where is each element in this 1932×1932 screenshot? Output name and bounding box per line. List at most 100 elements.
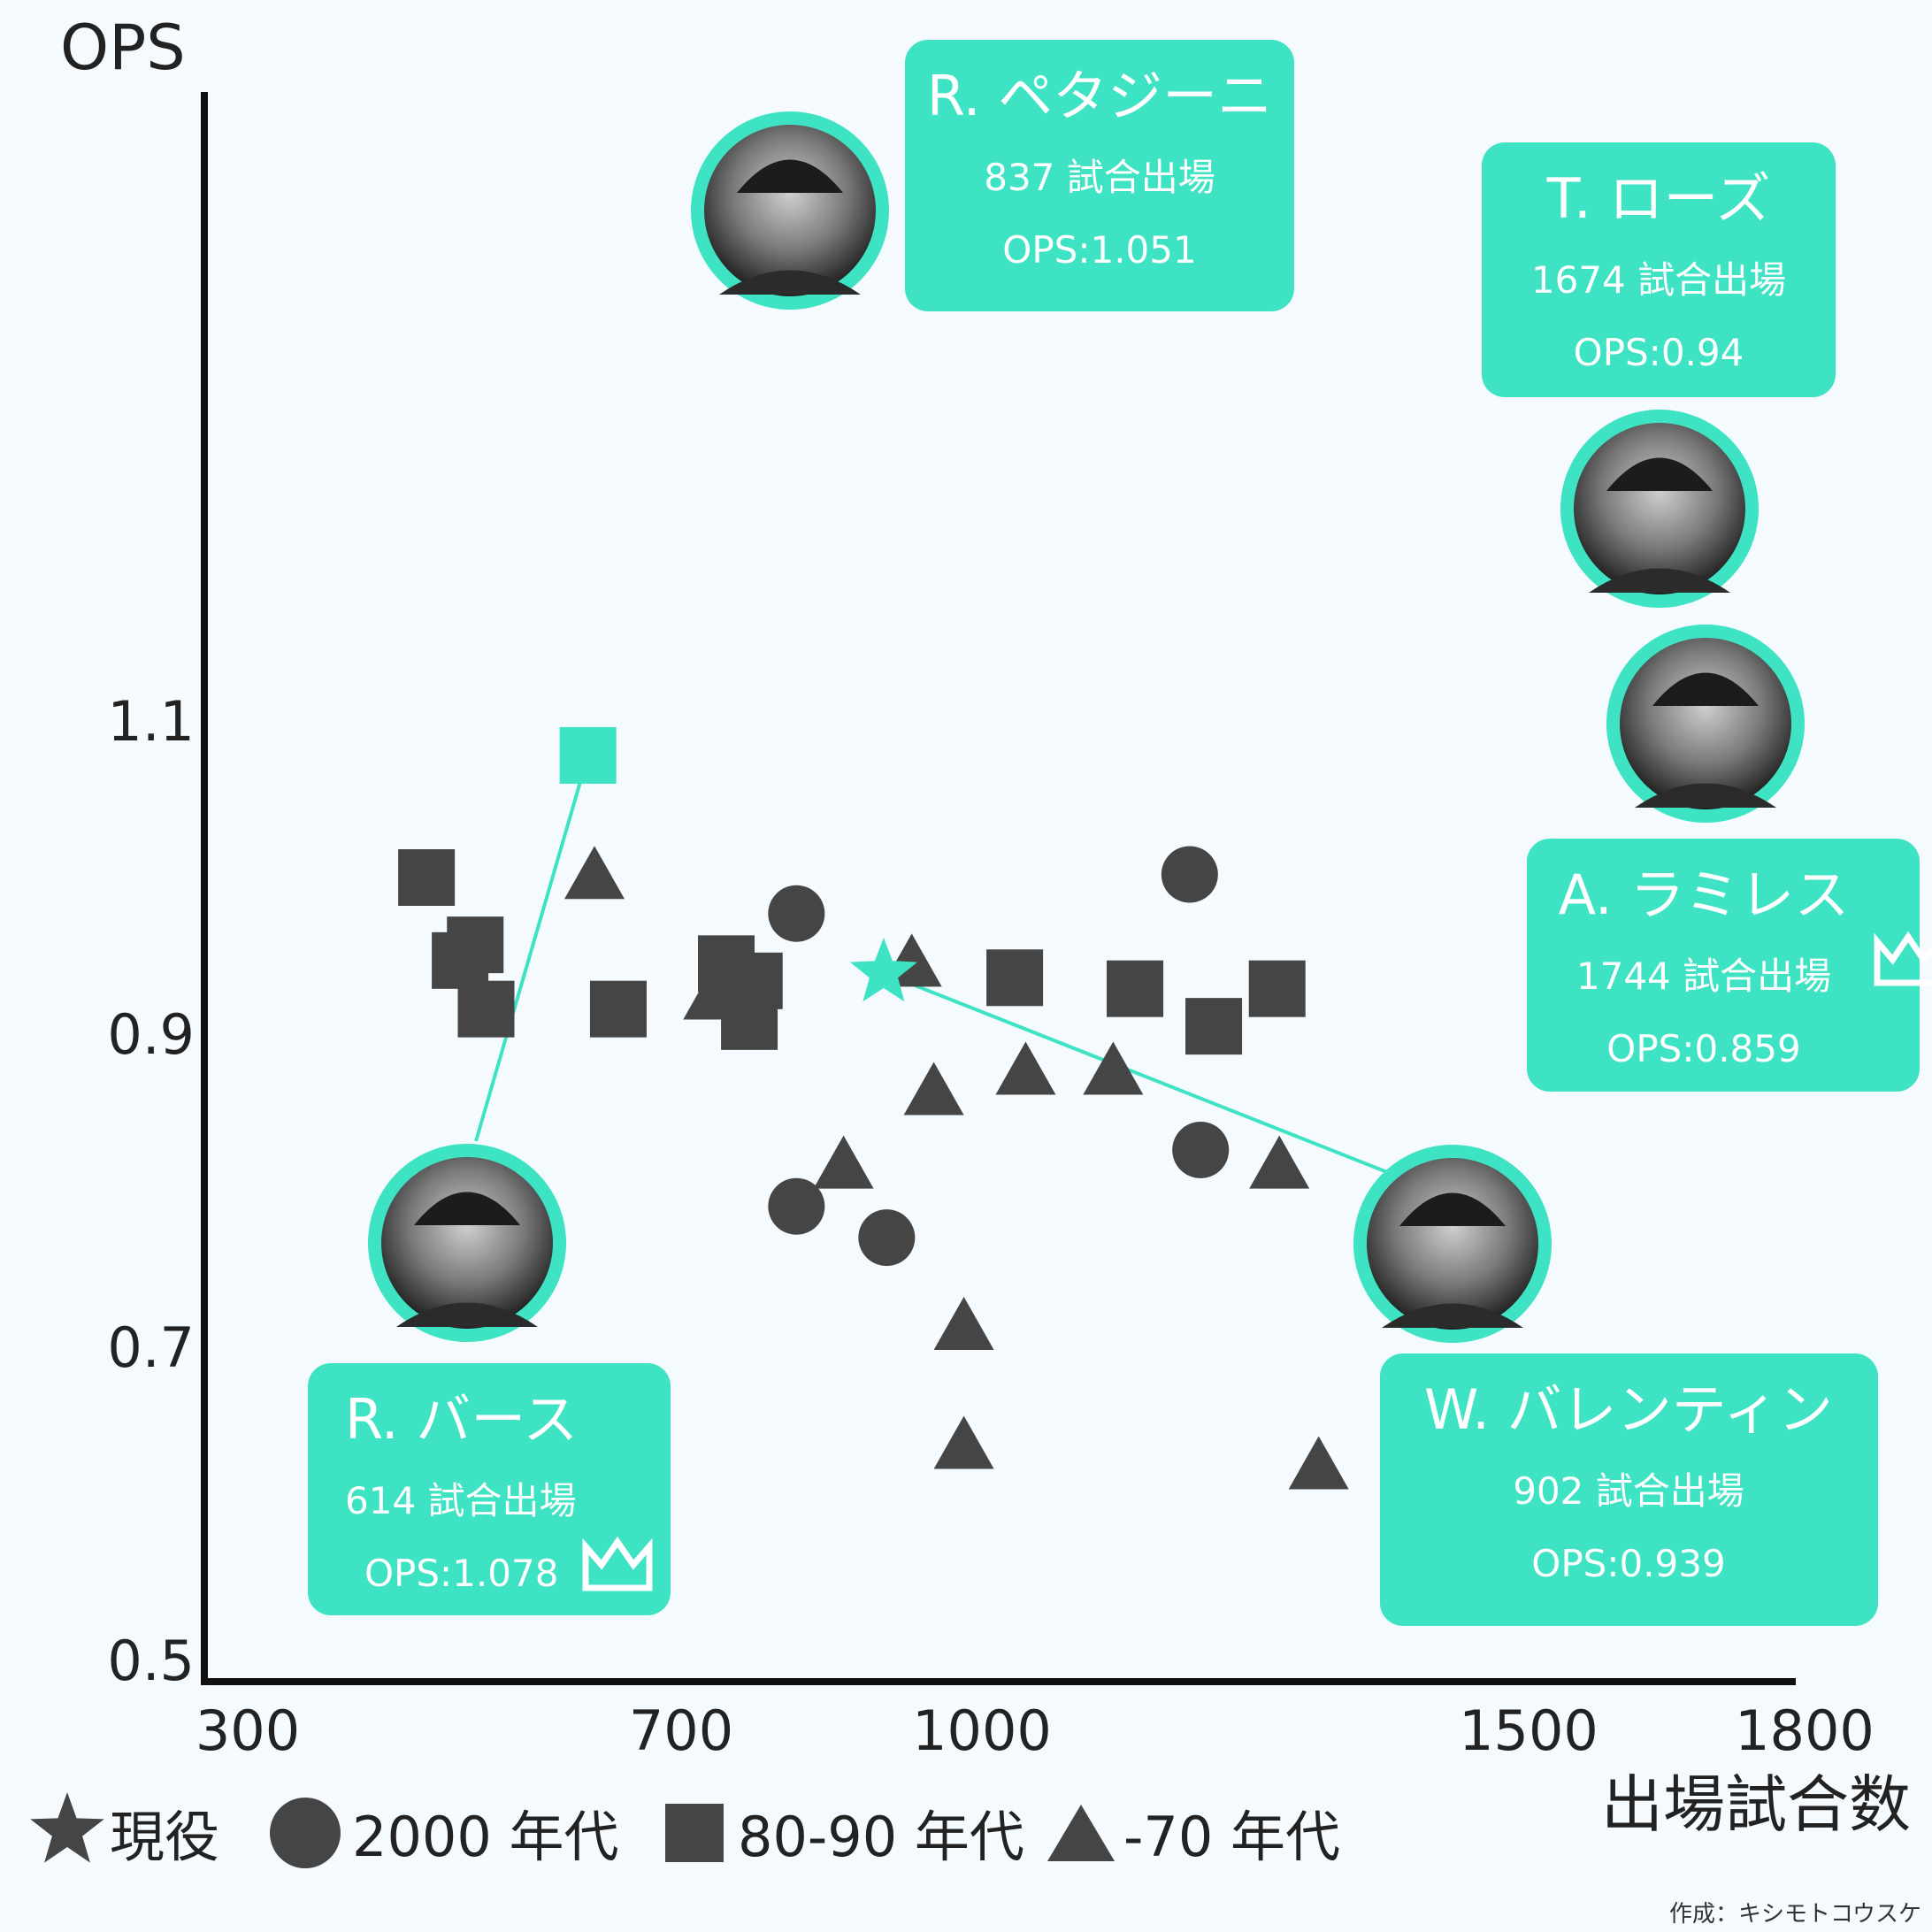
y-tick-label: 0.7 xyxy=(107,1315,195,1380)
legend-item: 2000 年代 xyxy=(270,1798,619,1869)
shoulder-shape xyxy=(1635,783,1776,808)
player-callout: T. ローズ 1674 試合出場 OPS:0.94 xyxy=(1482,142,1836,397)
highlight-star-marker xyxy=(849,938,917,1002)
photo-face xyxy=(1574,423,1745,594)
triangle-marker xyxy=(1249,1135,1310,1189)
ops-value: OPS:0.94 xyxy=(1574,331,1744,374)
player-callout: A. ラミレス 1744 試合出場 OPS:0.859 xyxy=(1527,839,1932,1092)
ops-value: OPS:1.051 xyxy=(1002,228,1196,272)
x-tick-label: 1800 xyxy=(1735,1698,1874,1763)
square-marker xyxy=(986,949,1044,1007)
cap-shape xyxy=(1399,1192,1506,1226)
x-tick-label: 300 xyxy=(196,1698,300,1763)
games-played: 614 試合出場 xyxy=(345,1479,577,1522)
circle-marker xyxy=(1161,846,1218,903)
circle-marker xyxy=(1172,1121,1230,1178)
photo-face xyxy=(704,125,876,296)
player-callout: R. ペタジーニ 837 試合出場 OPS:1.051 xyxy=(905,40,1294,311)
legend-item: 80-90 年代 xyxy=(665,1804,1024,1869)
credit-text: 作成：キシモトコウスケ xyxy=(1669,1901,1921,1928)
triangle-marker xyxy=(564,846,625,900)
games-played: 1744 試合出場 xyxy=(1576,954,1831,998)
player-photo xyxy=(1606,625,1805,823)
callout-box xyxy=(308,1363,671,1615)
star-icon xyxy=(30,1792,104,1863)
legend-label: 80-90 年代 xyxy=(738,1805,1024,1869)
games-played: 837 試合出場 xyxy=(984,156,1215,199)
cap-shape xyxy=(1606,457,1713,491)
shoulder-shape xyxy=(719,270,861,295)
player-photo xyxy=(1560,410,1759,608)
legend-label: -70 年代 xyxy=(1123,1805,1340,1869)
circle-marker xyxy=(768,1177,825,1235)
shoulder-shape xyxy=(1589,568,1730,593)
shoulder-shape xyxy=(396,1302,538,1327)
crown-icon xyxy=(1874,931,1932,986)
player-callouts: R. ペタジーニ 837 試合出場 OPS:1.051 T. ローズ 1674 試合出場… xyxy=(308,40,1932,1626)
ops-value: OPS:0.939 xyxy=(1531,1542,1725,1585)
triangle-marker xyxy=(933,1415,994,1469)
triangle-marker xyxy=(813,1135,874,1189)
triangle-marker xyxy=(1288,1436,1349,1490)
player-name: A. ラミレス xyxy=(1559,862,1850,927)
highlight-square-marker xyxy=(559,726,617,784)
games-played: 1674 試合出場 xyxy=(1531,258,1786,302)
square-marker xyxy=(1185,998,1243,1055)
legend-item: 現役 xyxy=(30,1792,219,1869)
player-photos xyxy=(368,111,1805,1343)
photo-face xyxy=(1620,638,1791,809)
callout-box xyxy=(1527,839,1920,1092)
legend: 現役 2000 年代 80-90 年代 -70 年代 xyxy=(30,1792,1340,1869)
square-marker xyxy=(1248,960,1306,1017)
callout-box xyxy=(1380,1353,1878,1626)
square-marker xyxy=(457,980,515,1038)
square-marker xyxy=(1107,960,1164,1017)
valentin-connector xyxy=(883,971,1388,1174)
player-photo xyxy=(1353,1145,1552,1343)
x-tick-label: 1000 xyxy=(912,1698,1052,1763)
x-tick-label: 700 xyxy=(629,1698,733,1763)
player-name: T. ローズ xyxy=(1546,166,1771,231)
player-name: R. バース xyxy=(345,1387,578,1452)
legend-label: 現役 xyxy=(110,1805,219,1869)
connector-lines xyxy=(474,755,1388,1174)
photo-face xyxy=(381,1157,553,1329)
player-callout: R. バース 614 試合出場 OPS:1.078 xyxy=(308,1363,671,1615)
player-photo xyxy=(368,1144,566,1342)
crown-icon xyxy=(582,1536,653,1591)
y-tick-label: 1.1 xyxy=(107,689,195,754)
cap-shape xyxy=(1652,672,1759,706)
legend-item: -70 年代 xyxy=(1047,1805,1340,1869)
circle-marker xyxy=(858,1209,916,1267)
triangle-icon xyxy=(1047,1805,1115,1861)
ops-value: OPS:0.859 xyxy=(1606,1027,1800,1070)
circle-icon xyxy=(270,1798,341,1868)
triangle-marker xyxy=(933,1296,994,1350)
games-played: 902 試合出場 xyxy=(1513,1469,1744,1513)
player-photo xyxy=(691,111,889,310)
cap-shape xyxy=(414,1192,520,1225)
cap-shape xyxy=(737,159,843,193)
triangle-marker xyxy=(1083,1041,1144,1095)
square-icon xyxy=(665,1804,724,1862)
x-tick-label: 1500 xyxy=(1459,1698,1598,1763)
x-axis-title: 出場試合数 xyxy=(1601,1768,1911,1841)
bass-connector xyxy=(474,755,590,1142)
square-marker xyxy=(398,849,456,906)
triangle-marker xyxy=(683,966,744,1020)
y-tick-label: 0.5 xyxy=(107,1629,195,1693)
player-callout: W. バレンティン 902 試合出場 OPS:0.939 xyxy=(1380,1353,1878,1626)
triangle-marker xyxy=(903,1062,964,1116)
legend-label: 2000 年代 xyxy=(352,1805,619,1869)
square-marker xyxy=(589,980,647,1038)
player-name: R. ペタジーニ xyxy=(927,64,1272,128)
callout-box xyxy=(905,40,1294,311)
y-tick-label: 0.9 xyxy=(107,1002,195,1067)
shoulder-shape xyxy=(1382,1303,1523,1328)
photo-face xyxy=(1367,1158,1538,1330)
ops-value: OPS:1.078 xyxy=(364,1552,558,1595)
tick-labels: 300 700 1000 1500 1800 0.5 0.7 0.9 1.1 xyxy=(107,689,1874,1763)
player-name: W. バレンティン xyxy=(1424,1377,1833,1442)
y-axis-title: OPS xyxy=(60,12,186,84)
